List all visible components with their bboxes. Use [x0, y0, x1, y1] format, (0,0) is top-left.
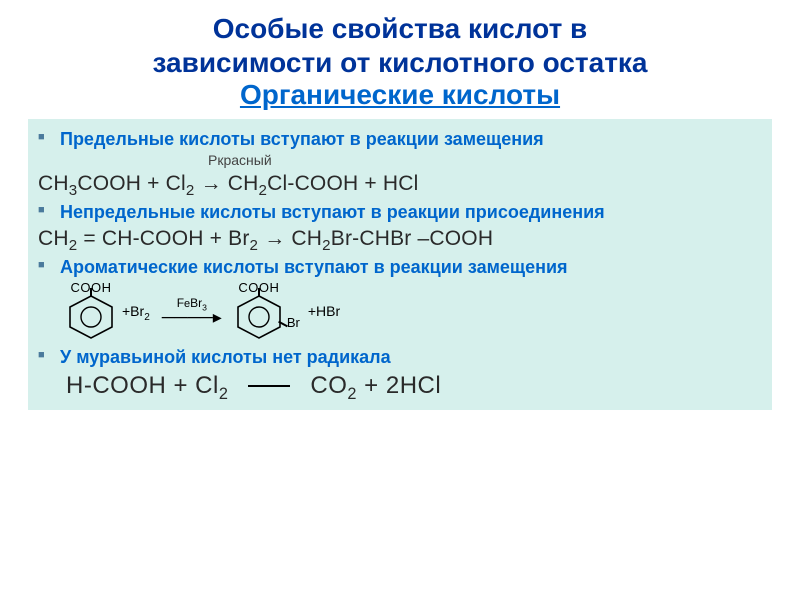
slide-subtitle: Органические кислоты	[28, 79, 772, 111]
bullet-unsaturated: Непредельные кислоты вступают в реакции …	[38, 202, 762, 223]
ring-icon	[68, 295, 114, 339]
plus-hbr: +HBr	[308, 303, 340, 319]
bullet-saturated: Предельные кислоты вступают в реакции за…	[38, 129, 762, 150]
slide-title: Особые свойства кислот в зависимости от …	[28, 12, 772, 79]
equation-2: CH2 = CH-COOH + Br2 → CH2Br-CHBr –COOH	[38, 227, 762, 251]
content-panel: Предельные кислоты вступают в реакции за…	[28, 119, 772, 410]
bullet-formic: У муравьиной кислоты нет радикала	[38, 347, 762, 368]
arrow-icon	[248, 385, 290, 387]
ring-icon	[236, 295, 282, 339]
reaction-arrow: FеBr3 ────▸	[162, 296, 222, 326]
plus-1: +Br2	[122, 303, 150, 319]
benzene-right: COOH Br	[234, 280, 284, 341]
bullet-aromatic: Ароматические кислоты вступают в реакции…	[38, 257, 762, 278]
benzene-left: COOH	[66, 280, 116, 341]
aromatic-scheme: COOH +Br2 FеBr3 ────▸ COOH	[66, 280, 762, 341]
equation-1: CH3COOH + Cl2 → CH2Cl-COOH + HCl	[38, 172, 762, 196]
equation-4: H-COOH + Cl2 CO2 + 2HCl	[66, 372, 762, 400]
p-red-label: Ркрасный	[208, 152, 762, 168]
